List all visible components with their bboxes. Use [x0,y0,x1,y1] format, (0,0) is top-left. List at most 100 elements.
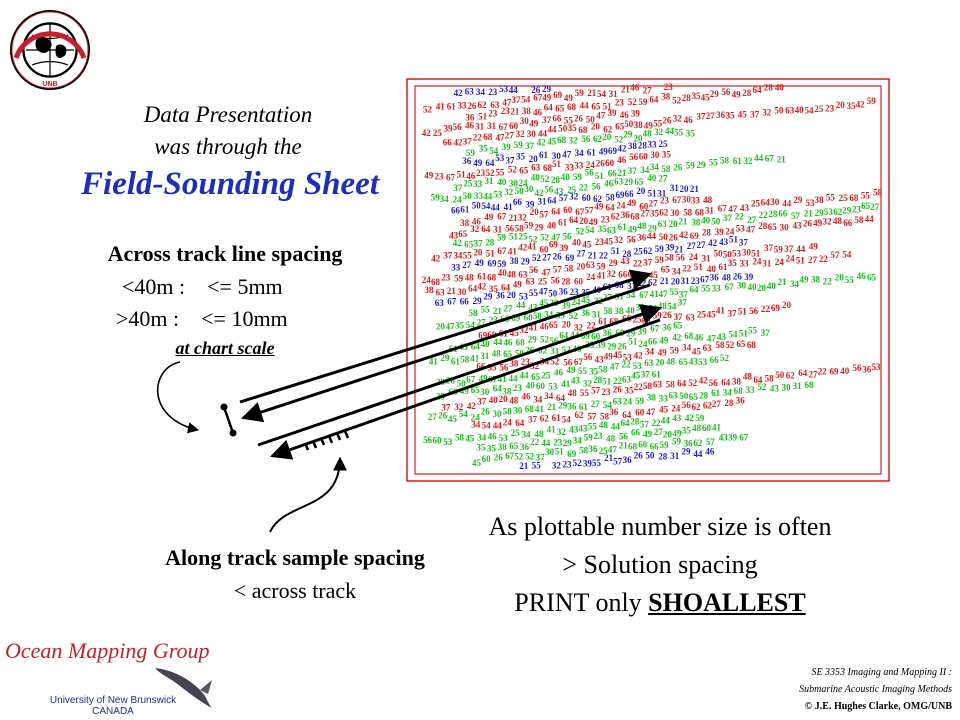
sounding-mark: 50 [711,217,721,227]
sounding-mark: 65 [471,385,481,395]
plot-note-line-2: > Solution spacing [562,550,758,579]
sounding-mark: 65 [531,372,541,382]
sounding-mark: 20 [507,290,517,300]
sounding-mark: 51 [602,377,612,387]
sounding-mark: 32 [569,192,579,202]
sounding-mark: 40 [481,339,491,349]
sounding-mark: 63 [518,270,528,280]
sounding-mark: 69 [608,146,618,156]
sounding-mark: 31 [609,89,619,99]
sounding-mark: 65 [673,321,683,331]
sounding-mark: 29 [534,222,544,232]
sounding-mark: 20 [636,186,646,196]
sounding-mark: 54 [585,225,595,235]
sounding-mark: 45 [472,458,482,468]
sounding-mark: 63 [465,86,475,96]
sounding-mark: 59 [524,221,534,231]
sounding-mark: 44 [493,337,503,347]
sounding-mark: 50 [624,119,634,129]
sounding-mark: 42 [617,144,627,154]
sounding-mark: 58 [665,253,675,263]
track-arrow-2 [241,283,651,423]
seal-bottom-text: UNB [42,81,57,88]
sounding-mark: 48 [507,270,517,280]
sounding-mark: 65 [679,357,689,367]
sounding-mark: 62 [693,438,703,448]
sounding-mark: 49 [594,202,604,212]
sounding-mark: 37 [477,397,487,407]
sounding-mark: 48 [666,357,676,367]
sounding-mark: 29 [542,84,552,94]
sounding-mark: 48 [703,195,713,205]
sounding-mark: 40 [547,220,557,230]
sounding-mark: 67 [497,246,507,256]
sounding-mark: 37 [512,95,522,105]
sounding-mark: 33 [740,259,750,269]
sounding-mark: 33 [565,162,575,172]
sounding-mark: 41 [504,202,513,212]
sounding-mark: 31 [550,346,560,356]
sounding-mark: 55 [592,458,602,468]
sounding-mark: 42 [634,351,644,361]
sounding-mark: 22 [682,264,692,274]
sounding-mark: 49 [484,212,494,222]
sounding-mark: 42 [856,99,866,109]
sounding-mark: 31 [702,253,712,263]
sounding-mark: 39 [728,432,738,442]
sounding-mark: 69 [511,313,521,323]
sounding-mark: 27 [641,209,651,219]
sounding-mark: 35 [682,425,692,435]
sounding-mark: 31 [475,121,485,131]
sounding-mark: 49 [627,198,637,208]
sounding-mark: 27 [654,427,664,437]
sounding-mark: 20 [671,277,681,287]
sounding-mark: 59 [497,259,507,269]
sounding-mark: 45 [581,295,591,305]
sounding-mark: 68 [567,102,577,112]
sounding-mark: 56 [592,182,602,192]
sounding-mark: 25 [463,179,473,189]
sounding-mark: 59 [655,255,665,265]
sounding-mark: 43 [672,413,682,423]
across-track-row-2: >40m : <= 10mm [116,306,288,331]
sounding-mark: 63 [435,298,445,308]
sounding-mark: 21 [510,106,520,116]
sounding-mark: 44 [541,438,551,448]
sounding-mark: 34 [672,267,682,277]
sounding-mark: 54 [482,420,492,430]
sounding-mark: 66 [552,113,562,123]
sounding-mark: 22 [634,382,644,392]
sounding-mark: 41 [527,242,537,252]
sounding-mark: 37 [641,370,651,380]
sounding-mark: 63 [436,288,446,298]
sounding-mark: 56 [423,435,433,445]
sounding-mark: 34 [723,388,733,398]
sounding-mark: 49 [800,274,810,284]
sounding-mark: 58 [579,446,589,456]
sounding-mark: 57 [640,419,650,429]
sounding-mark: 55 [670,287,680,297]
sounding-mark: 64 [559,331,569,341]
sounding-mark: 55 [588,421,598,431]
sounding-mark: 27 [870,202,880,212]
sounding-mark: 32 [823,217,833,227]
sounding-mark: 59 [573,172,583,182]
sounding-mark: 32 [470,224,480,234]
sounding-mark: 34 [682,343,692,353]
sounding-mark: 43 [595,354,605,364]
sounding-mark: 36 [637,233,647,243]
sounding-mark: 68 [747,340,757,350]
track-arrow-3 [257,304,662,447]
sounding-mark: 36 [684,438,694,448]
sounding-mark: 69 [581,331,591,341]
sounding-mark: 52 [514,452,524,462]
sounding-mark: 46 [522,392,532,402]
sounding-mark: 56 [505,224,515,234]
sounding-mark: 48 [722,272,732,282]
sounding-mark: 53 [443,437,453,447]
sounding-mark: 34 [650,162,660,172]
sounding-mark: 44 [782,199,792,209]
sounding-mark: 52 [573,458,583,468]
sounding-mark: 64 [798,368,808,378]
intro-line-1: Data Presentation [143,102,313,127]
